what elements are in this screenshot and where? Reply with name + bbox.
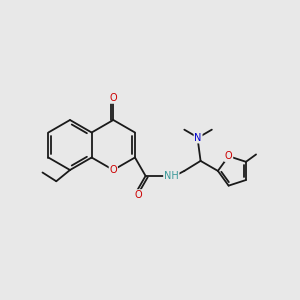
- Text: NH: NH: [164, 171, 179, 181]
- Text: O: O: [110, 165, 117, 175]
- Text: N: N: [194, 133, 202, 143]
- Text: O: O: [134, 190, 142, 200]
- Text: O: O: [110, 93, 117, 103]
- Text: O: O: [225, 151, 232, 161]
